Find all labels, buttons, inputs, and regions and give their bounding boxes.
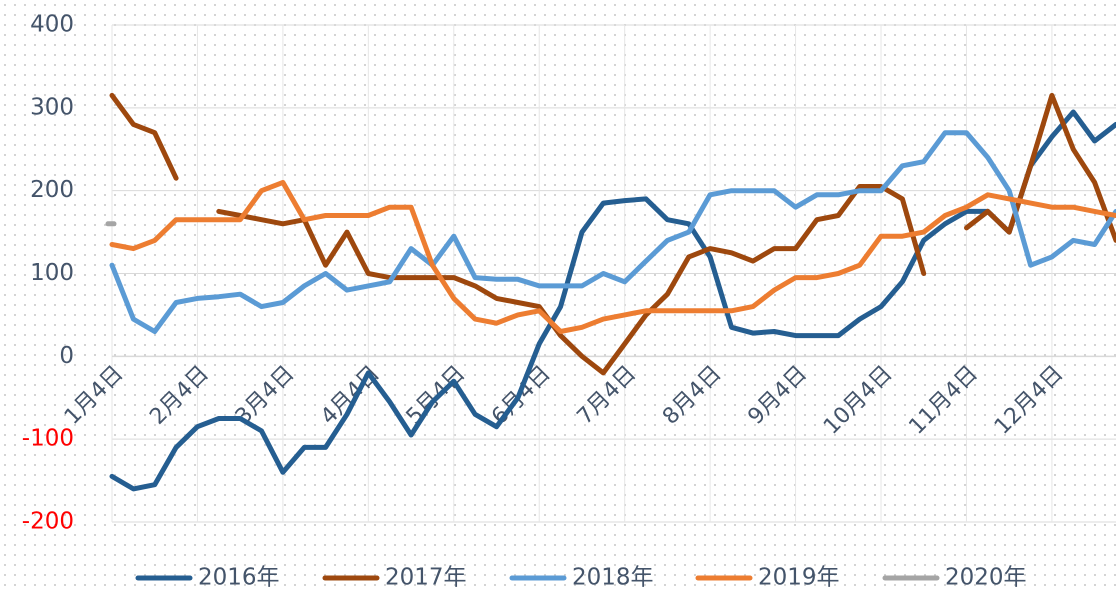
- y-tick-label: 400: [30, 12, 74, 38]
- y-tick-label: 200: [30, 177, 74, 203]
- x-tick-label: 11月4日: [904, 361, 982, 439]
- legend-label: 2019年: [758, 565, 840, 591]
- y-tick-label: -100: [22, 426, 74, 452]
- series-line: [109, 109, 1116, 492]
- series-line: [109, 92, 1116, 376]
- legend-label: 2020年: [945, 565, 1027, 591]
- x-tick-label: 12月4日: [990, 361, 1068, 439]
- y-tick-label: 300: [30, 94, 74, 120]
- x-tick-label: 1月4日: [60, 361, 129, 430]
- legend-label: 2016年: [198, 565, 280, 591]
- y-tick-label: 100: [30, 260, 74, 286]
- x-tick-label: 9月4日: [743, 361, 812, 430]
- x-tick-label: 8月4日: [658, 361, 727, 430]
- x-tick-label: 4月4日: [316, 361, 385, 430]
- x-tick-label: 10月4日: [819, 361, 897, 439]
- legend-label: 2018年: [572, 565, 654, 591]
- legend-label: 2017年: [385, 565, 467, 591]
- y-tick-label: -200: [22, 509, 74, 535]
- series-line: [109, 130, 1116, 334]
- y-tick-label: 0: [59, 343, 74, 369]
- x-tick-label: 2月4日: [145, 361, 214, 430]
- series-line: [109, 179, 1116, 334]
